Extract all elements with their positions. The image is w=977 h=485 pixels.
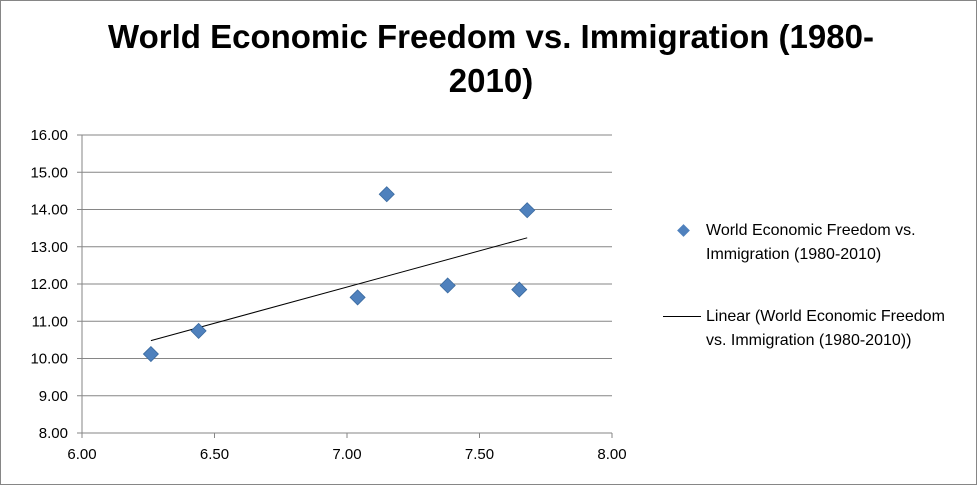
data-point xyxy=(142,345,159,363)
legend-label-trendline: Linear (World Economic Freedom vs. Immig… xyxy=(706,308,945,349)
x-tick-label: 8.00 xyxy=(597,446,626,463)
y-tick-label: 8.00 xyxy=(39,425,68,442)
x-tick-label: 6.00 xyxy=(67,446,96,463)
data-points xyxy=(142,186,536,363)
x-tick-label: 7.00 xyxy=(332,446,361,463)
y-tick-label: 10.00 xyxy=(30,351,68,368)
y-axis-tick-labels: 8.00 9.00 10.00 11.00 12.00 13.00 14.00 15.00 16… xyxy=(30,127,68,442)
legend-entry-series: World Economic Freedom vs. Immigration (… xyxy=(661,219,961,267)
chart-title: World Economic Freedom vs. Immigration (… xyxy=(108,18,874,99)
trendline xyxy=(150,237,528,342)
data-point xyxy=(519,202,536,219)
y-tick-label: 16.00 xyxy=(30,127,68,144)
trendline-layer xyxy=(150,237,528,342)
gridlines xyxy=(82,134,612,397)
data-point xyxy=(349,289,366,306)
trendline-marker-icon xyxy=(663,316,701,317)
data-point xyxy=(190,322,207,340)
data-point xyxy=(511,281,528,298)
y-tick-label: 13.00 xyxy=(30,239,68,256)
diamond-marker-icon xyxy=(677,224,690,237)
legend: World Economic Freedom vs. Immigration (… xyxy=(661,219,961,353)
y-tick-label: 15.00 xyxy=(30,164,68,181)
y-tick-label: 9.00 xyxy=(39,388,68,405)
x-tick-label: 6.50 xyxy=(200,446,229,463)
y-tick-label: 11.00 xyxy=(32,313,68,330)
y-tick-label: 14.00 xyxy=(30,202,68,219)
legend-label-series: World Economic Freedom vs. Immigration (… xyxy=(706,222,916,263)
data-point xyxy=(378,186,395,203)
axes xyxy=(77,134,613,438)
legend-entry-trendline: Linear (World Economic Freedom vs. Immig… xyxy=(661,305,961,353)
y-tick-label: 12.00 xyxy=(30,276,68,293)
x-axis-tick-labels: 6.00 6.50 7.00 7.50 8.00 xyxy=(67,446,626,463)
x-tick-label: 7.50 xyxy=(465,446,494,463)
data-point xyxy=(439,277,456,294)
